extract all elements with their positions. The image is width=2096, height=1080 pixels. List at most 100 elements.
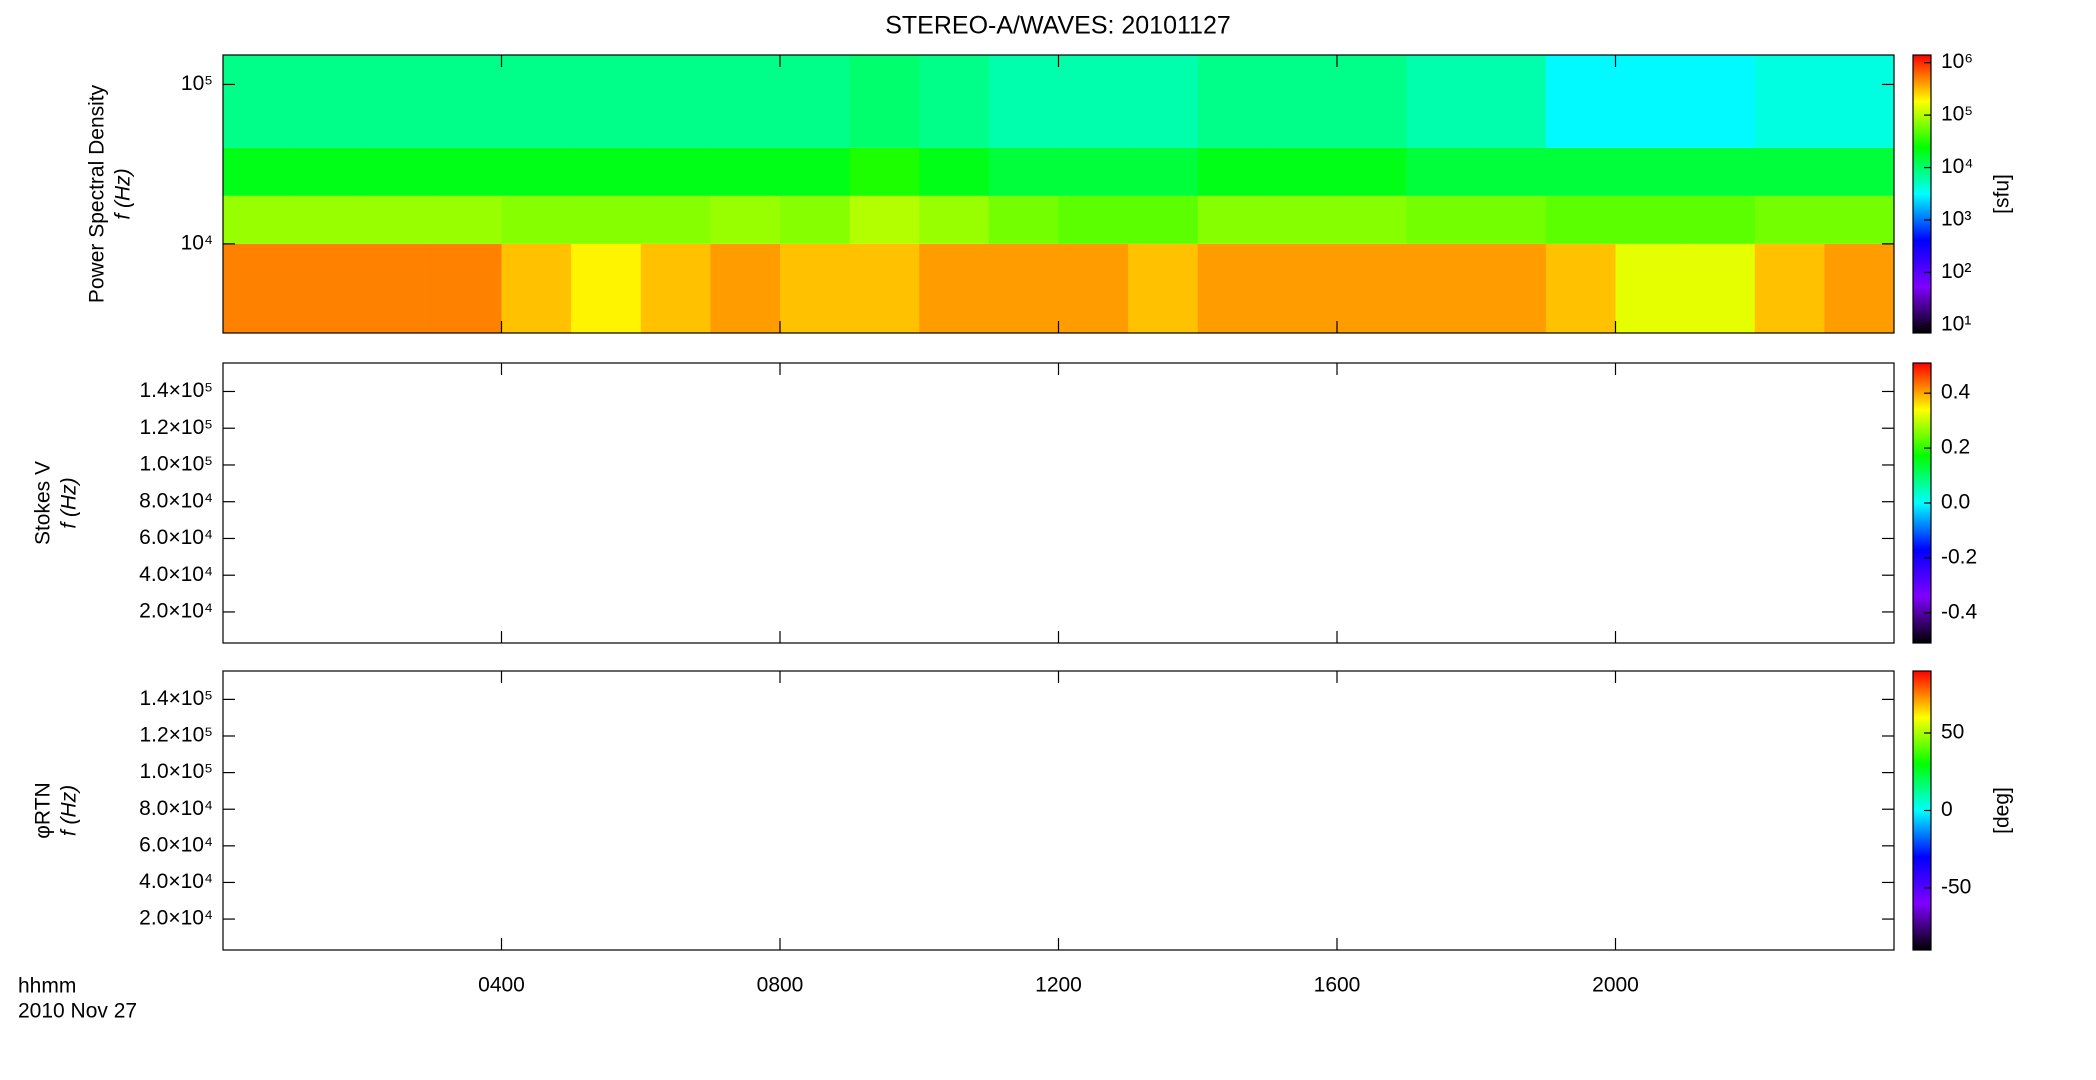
y-axis-label: f (Hz): [58, 477, 81, 528]
x-tick-label: 1600: [1314, 974, 1361, 997]
heatmap-cell: [1337, 195, 1408, 244]
heatmap-cell: [1545, 55, 1616, 148]
heatmap-cell: [1058, 195, 1129, 244]
heatmap-cell: [292, 147, 363, 196]
heatmap-cell: [780, 55, 851, 148]
colorbar-tick-label: 10⁵: [1941, 103, 1973, 126]
heatmap-cell: [1754, 147, 1825, 196]
colorbar-label: [sfu]: [1991, 174, 2014, 214]
heatmap-cell: [431, 147, 502, 196]
heatmap-cell: [988, 195, 1059, 244]
heatmap-cell: [1685, 243, 1756, 333]
y-tick-label: 1.0×10⁵: [139, 760, 213, 783]
y-tick-label: 6.0×10⁴: [139, 833, 213, 856]
y-tick-label: 10⁵: [181, 72, 213, 95]
heatmap-cell: [1406, 243, 1477, 333]
heatmap-cell: [223, 195, 294, 244]
colorbar-tick-label: 10⁴: [1941, 155, 1973, 178]
heatmap-cell: [988, 55, 1059, 148]
heatmap-cell: [849, 55, 920, 148]
colorbar-tick-label: -0.2: [1941, 545, 1977, 568]
y-axis-label: Stokes V: [32, 461, 55, 545]
heatmap-cell: [780, 195, 851, 244]
heatmap-cell: [1337, 55, 1408, 148]
heatmap-cell: [1406, 147, 1477, 196]
colorbar-tick-label: 0.0: [1941, 491, 1970, 514]
colorbar-tick-label: 50: [1941, 721, 1964, 744]
heatmap-cell: [1197, 147, 1268, 196]
heatmap-cell: [223, 147, 294, 196]
y-tick-label: 4.0×10⁴: [139, 870, 213, 893]
heatmap-cell: [1337, 147, 1408, 196]
heatmap-cell: [1267, 55, 1338, 148]
heatmap-cell: [1545, 147, 1616, 196]
colorbar-label: [deg]: [1991, 787, 2014, 834]
heatmap-cell: [919, 55, 990, 148]
heatmap-cell: [1267, 195, 1338, 244]
heatmap-cell: [292, 195, 363, 244]
heatmap-cell: [431, 55, 502, 148]
y-axis-label: Power Spectral Density: [86, 84, 109, 303]
x-axis-label: hhmm: [18, 975, 76, 998]
heatmap-cell: [1267, 243, 1338, 333]
heatmap-cell: [710, 195, 781, 244]
heatmap-cell: [640, 243, 711, 333]
heatmap-cell: [640, 55, 711, 148]
heatmap-cell: [1476, 243, 1547, 333]
x-tick-label: 1200: [1035, 974, 1082, 997]
heatmap-cell: [223, 243, 294, 333]
heatmap-cell: [1754, 243, 1825, 333]
chart-title: STEREO-A/WAVES: 20101127: [885, 12, 1231, 40]
colorbar: [1913, 671, 1931, 950]
heatmap-cell: [1476, 195, 1547, 244]
heatmap-cell: [1824, 147, 1895, 196]
heatmap-cell: [1197, 195, 1268, 244]
heatmap-cell: [431, 243, 502, 333]
heatmap-cell: [1058, 55, 1129, 148]
heatmap-cell: [292, 55, 363, 148]
heatmap-cell: [571, 243, 642, 333]
heatmap-cell: [1267, 147, 1338, 196]
y-tick-label: 8.0×10⁴: [139, 797, 213, 820]
heatmap-cell: [1615, 147, 1686, 196]
heatmap-cell: [919, 243, 990, 333]
heatmap-cell: [1197, 243, 1268, 333]
heatmap-cell: [988, 243, 1059, 333]
heatmap-cell: [1337, 243, 1408, 333]
y-tick-label: 1.2×10⁵: [139, 416, 213, 439]
heatmap-cell: [362, 195, 433, 244]
heatmap-cell: [1824, 243, 1895, 333]
heatmap-cell: [849, 147, 920, 196]
heatmap-cell: [1545, 195, 1616, 244]
y-tick-label: 1.4×10⁵: [139, 687, 213, 710]
heatmap-cell: [1824, 55, 1895, 148]
heatmap-cell: [780, 243, 851, 333]
heatmap-cell: [919, 195, 990, 244]
y-tick-label: 4.0×10⁴: [139, 563, 213, 586]
heatmap-cell: [501, 147, 572, 196]
heatmap-cell: [919, 147, 990, 196]
x-tick-label: 0400: [478, 974, 525, 997]
heatmap-cell: [501, 55, 572, 148]
heatmap-cell: [1128, 55, 1199, 148]
colorbar-tick-label: 10²: [1941, 260, 1971, 283]
heatmap-cell: [1615, 55, 1686, 148]
y-tick-label: 8.0×10⁴: [139, 489, 213, 512]
heatmap-cell: [431, 195, 502, 244]
colorbar-tick-label: 0.4: [1941, 381, 1971, 404]
heatmap-cell: [571, 195, 642, 244]
colorbar: [1913, 363, 1931, 643]
heatmap-cell: [1128, 147, 1199, 196]
heatmap-cell: [501, 195, 572, 244]
y-axis-label: φRTN: [32, 782, 55, 838]
heatmap-cell: [571, 55, 642, 148]
heatmap-cell: [1824, 195, 1895, 244]
x-tick-label: 0800: [757, 974, 804, 997]
heatmap-cell: [1406, 55, 1477, 148]
y-tick-label: 1.4×10⁵: [139, 379, 213, 402]
y-axis-label: f (Hz): [112, 168, 135, 219]
colorbar-frame: [1912, 54, 1932, 334]
heatmap-cell: [849, 243, 920, 333]
heatmap-cell: [640, 147, 711, 196]
colorbar-tick-label: 0.2: [1941, 436, 1970, 459]
